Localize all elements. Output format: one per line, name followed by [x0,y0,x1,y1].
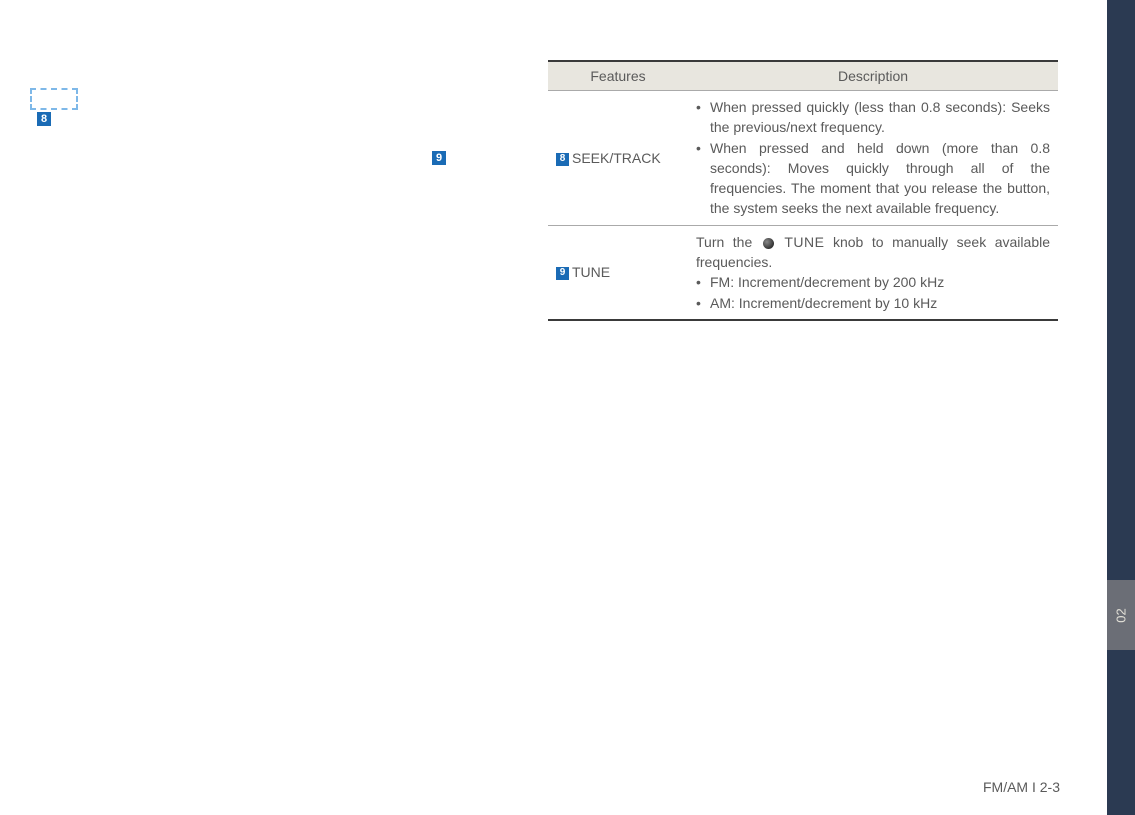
feature-badge-8: 8 [556,153,569,166]
tune-lead-pre: Turn the [696,234,761,250]
feature-seek-track: 8SEEK/TRACK [548,91,688,226]
feature-seek-track-desc: When pressed quickly (less than 0.8 seco… [688,91,1058,226]
feature-tune-desc: Turn the TUNE knob to manually seek avai… [688,225,1058,320]
sidebar-section-tab: 02 [1107,580,1135,650]
bullet-item: FM: Increment/decrement by 200 kHz [696,272,1050,292]
header-features: Features [548,61,688,91]
feature-tune: 9TUNE [548,225,688,320]
feature-badge-9: 9 [556,267,569,280]
table-row: 8SEEK/TRACK When pressed quickly (less t… [548,91,1058,226]
tune-lead-text: Turn the TUNE knob to manually seek avai… [696,232,1050,273]
callout-badge-9: 9 [432,151,446,165]
page-footer: FM/AM I 2-3 [0,779,1060,795]
tune-knob-icon [763,238,774,249]
bullet-item: When pressed quickly (less than 0.8 seco… [696,97,1050,138]
callout-badge-8: 8 [37,112,51,126]
feature-label-text: SEEK/TRACK [572,150,661,166]
section-number: 02 [1114,608,1129,622]
feature-label-text: TUNE [572,264,610,280]
bullet-item: When pressed and held down (more than 0.… [696,138,1050,219]
features-table: Features Description 8SEEK/TRACK When pr… [548,60,1058,321]
bullet-item: AM: Increment/decrement by 10 kHz [696,293,1050,313]
table-row: 9TUNE Turn the TUNE knob to manually see… [548,225,1058,320]
table-header-row: Features Description [548,61,1058,91]
tune-knob-label: TUNE [784,234,824,250]
callout-box-8 [30,88,78,110]
sidebar-right [1107,0,1135,815]
header-description: Description [688,61,1058,91]
